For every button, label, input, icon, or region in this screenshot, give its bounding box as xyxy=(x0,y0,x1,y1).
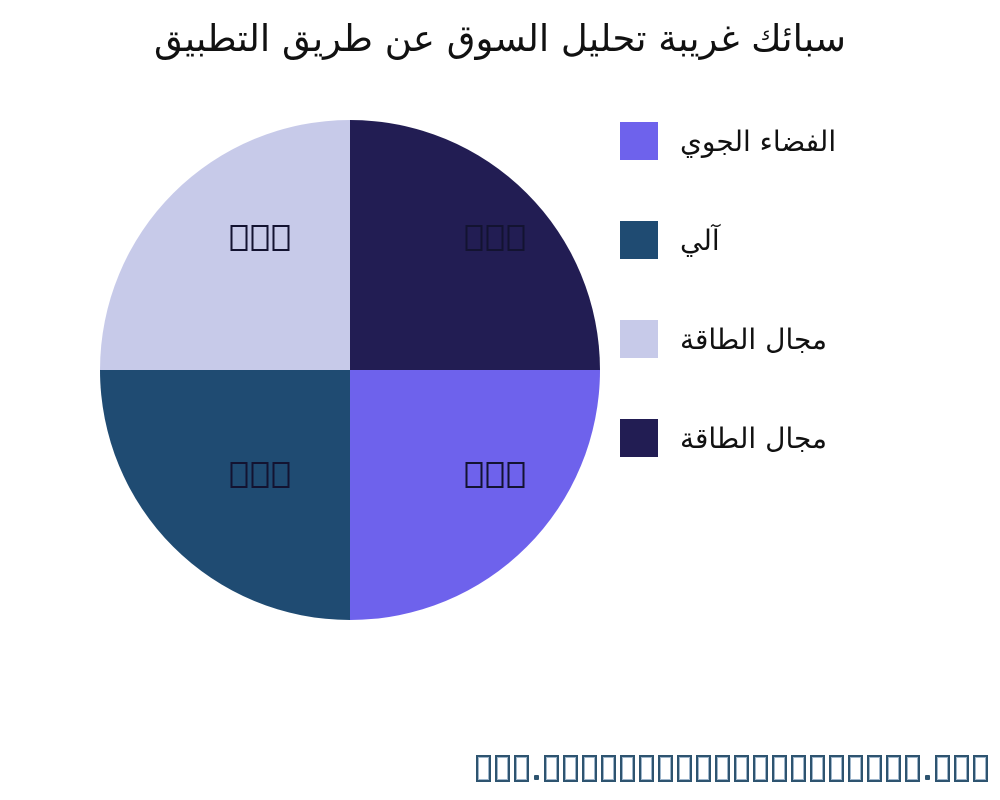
missing-glyph-box xyxy=(848,755,863,782)
legend-item: مجال الطاقة xyxy=(620,320,960,358)
missing-glyph-box xyxy=(230,462,248,488)
missing-glyph-box xyxy=(973,755,988,782)
missing-glyph-box xyxy=(582,755,597,782)
missing-glyph-box xyxy=(658,755,673,782)
missing-glyph-box xyxy=(601,755,616,782)
missing-glyph-box xyxy=(696,755,711,782)
legend-label: الفضاء الجوي xyxy=(680,124,837,158)
missing-glyph-box xyxy=(935,755,950,782)
missing-glyph-box xyxy=(715,755,730,782)
pie-slice-label xyxy=(464,225,527,251)
legend: الفضاء الجوي آلي مجال الطاقة مجال الطاقة xyxy=(620,122,960,518)
missing-glyph-box xyxy=(620,755,635,782)
missing-glyph-box xyxy=(905,755,920,782)
missing-glyph-box xyxy=(251,462,269,488)
pie-slice-label xyxy=(464,462,527,488)
missing-glyph-box xyxy=(810,755,825,782)
legend-swatch xyxy=(620,320,658,358)
missing-glyph-box xyxy=(272,225,290,251)
missing-glyph-box xyxy=(639,755,654,782)
missing-glyph-box xyxy=(465,225,483,251)
pie-slice-label xyxy=(229,225,292,251)
missing-glyph-box xyxy=(563,755,578,782)
missing-glyph-box xyxy=(544,755,559,782)
pie-slice-label xyxy=(229,462,292,488)
missing-glyph-box xyxy=(734,755,749,782)
missing-glyph-box xyxy=(476,755,491,782)
missing-glyph-box xyxy=(886,755,901,782)
missing-glyph-box xyxy=(495,755,510,782)
missing-glyph-box xyxy=(829,755,844,782)
missing-glyph-box xyxy=(791,755,806,782)
missing-glyph-box xyxy=(514,755,529,782)
missing-glyph-box xyxy=(251,225,269,251)
legend-item: آلي xyxy=(620,221,960,259)
missing-glyph-box xyxy=(507,225,525,251)
legend-item: الفضاء الجوي xyxy=(620,122,960,160)
dot-glyph xyxy=(534,775,539,780)
missing-glyph-box xyxy=(507,462,525,488)
missing-glyph-box xyxy=(677,755,692,782)
missing-glyph-box xyxy=(753,755,768,782)
pie-chart xyxy=(100,120,600,620)
missing-glyph-box xyxy=(867,755,882,782)
dot-glyph xyxy=(925,775,930,780)
legend-swatch xyxy=(620,221,658,259)
chart-title: سبائك غريبة تحليل السوق عن طريق التطبيق xyxy=(153,17,847,60)
legend-swatch xyxy=(620,122,658,160)
legend-label: مجال الطاقة xyxy=(680,322,828,356)
missing-glyph-box xyxy=(486,225,504,251)
missing-glyph-box xyxy=(465,462,483,488)
missing-glyph-box xyxy=(772,755,787,782)
missing-glyph-box xyxy=(486,462,504,488)
legend-label: مجال الطاقة xyxy=(680,421,828,455)
legend-label: آلي xyxy=(680,223,720,257)
legend-swatch xyxy=(620,419,658,457)
watermark xyxy=(474,755,990,782)
missing-glyph-box xyxy=(272,462,290,488)
missing-glyph-box xyxy=(230,225,248,251)
legend-item: مجال الطاقة xyxy=(620,419,960,457)
missing-glyph-box xyxy=(954,755,969,782)
